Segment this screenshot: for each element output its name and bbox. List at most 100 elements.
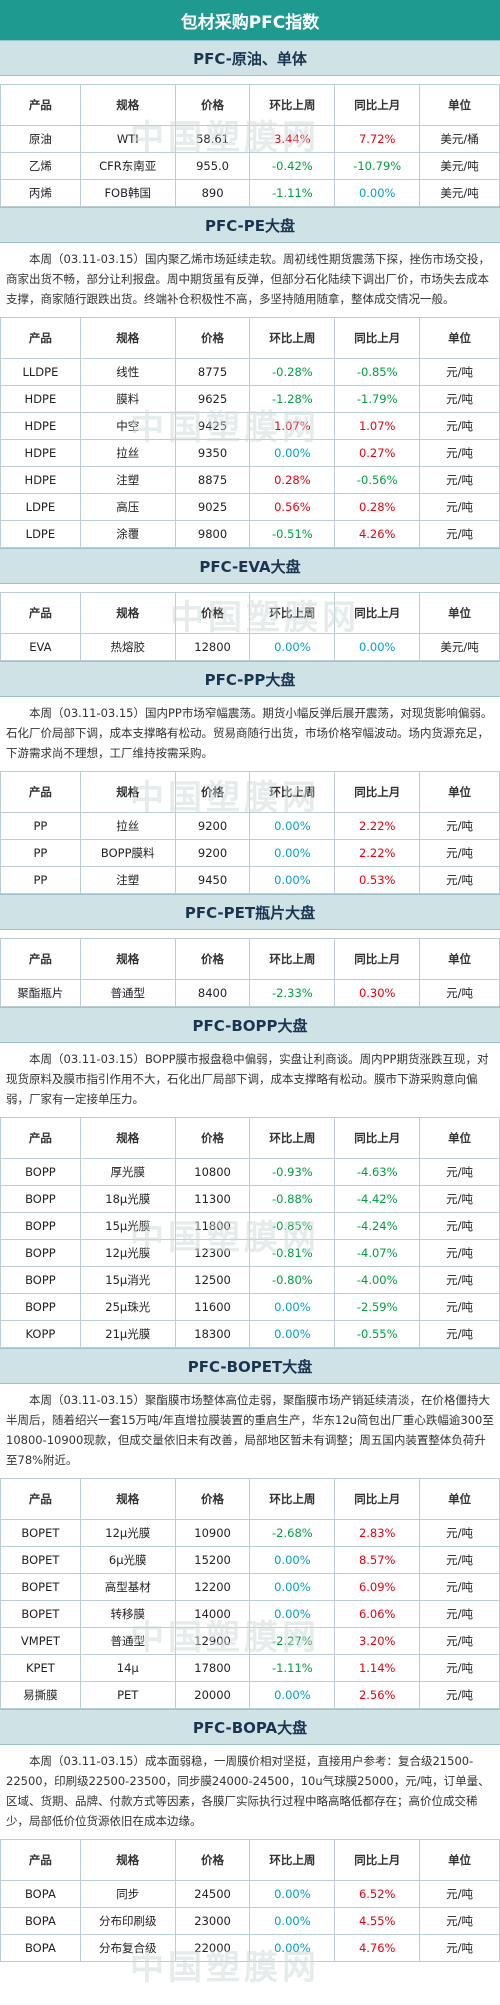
table-cell: -4.42% <box>334 1185 421 1213</box>
table-cell: 955.0 <box>174 152 251 180</box>
header-cell: 单位 <box>419 1117 500 1159</box>
table-cell: 9200 <box>174 839 251 867</box>
table-header: 产品 规格 价格 环比上周 同比上月 单位 <box>0 1839 500 1881</box>
table-cell: 890 <box>174 179 251 207</box>
table-cell: -2.33% <box>249 979 336 1007</box>
table-cell: 14μ <box>79 1654 176 1682</box>
table-cell: -1.28% <box>249 385 336 413</box>
header-cell: 价格 <box>174 771 251 813</box>
table-row: VMPET 普通型 12900 -2.27% 3.20% 元/吨 <box>0 1627 500 1655</box>
table-row: BOPET 高型基材 12200 0.00% 6.09% 元/吨 <box>0 1573 500 1601</box>
table-cell: 2.83% <box>334 1519 421 1547</box>
table-cell: 0.00% <box>249 439 336 467</box>
table-cell: 58.61 <box>174 125 251 153</box>
header-cell: 产品 <box>0 317 81 359</box>
table-cell: 元/吨 <box>419 839 500 867</box>
header-cell: 产品 <box>0 592 81 634</box>
table-cell: 0.00% <box>249 1880 336 1908</box>
table-cell: 3.44% <box>249 125 336 153</box>
table-cell: 0.30% <box>334 979 421 1007</box>
table-cell: PET <box>79 1681 176 1709</box>
table-cell: 6μ光膜 <box>79 1546 176 1574</box>
table-cell: 8.57% <box>334 1546 421 1574</box>
table-cell: 拉丝 <box>79 812 176 840</box>
table-cell: 2.56% <box>334 1681 421 1709</box>
header-cell: 规格 <box>79 771 176 813</box>
table-cell: 元/吨 <box>419 1546 500 1574</box>
table-cell: -0.51% <box>249 520 336 548</box>
table-header: 产品 规格 价格 环比上周 同比上月 单位 <box>0 771 500 813</box>
table-cell: 元/吨 <box>419 1934 500 1962</box>
table-cell: KPET <box>0 1654 81 1682</box>
table-cell: 0.56% <box>249 493 336 521</box>
table-cell: -0.56% <box>334 466 421 494</box>
table-cell: 元/吨 <box>419 520 500 548</box>
table-cell: BOPA <box>0 1934 81 1962</box>
table-cell: BOPP <box>0 1158 81 1186</box>
table-cell: 11800 <box>174 1212 251 1240</box>
table-cell: 0.00% <box>249 1907 336 1935</box>
header-cell: 同比上月 <box>334 84 421 126</box>
table-row: KOPP 21μ光膜 18300 0.00% -0.55% 元/吨 <box>0 1320 500 1348</box>
table-row: PP 注塑 9450 0.00% 0.53% 元/吨 <box>0 866 500 894</box>
header-cell: 环比上周 <box>249 1478 336 1520</box>
table-cell: 元/吨 <box>419 1519 500 1547</box>
table-cell: -4.00% <box>334 1266 421 1294</box>
table-cell: 25μ珠光 <box>79 1293 176 1321</box>
header-cell: 环比上周 <box>249 1839 336 1881</box>
table-cell: 拉丝 <box>79 439 176 467</box>
section-title: PFC-原油、单体 <box>0 40 500 76</box>
table-cell: -10.79% <box>334 152 421 180</box>
table-cell: 0.00% <box>249 1600 336 1628</box>
table-cell: 注塑 <box>79 466 176 494</box>
table-cell: 24500 <box>174 1880 251 1908</box>
header-cell: 同比上月 <box>334 771 421 813</box>
table-row: KPET 14μ 17800 -1.11% 1.14% 元/吨 <box>0 1654 500 1682</box>
table-header: 产品 规格 价格 环比上周 同比上月 单位 <box>0 1117 500 1159</box>
header-cell: 单位 <box>419 771 500 813</box>
header-cell: 规格 <box>79 592 176 634</box>
table-cell: 0.00% <box>249 633 336 661</box>
table-cell: 0.53% <box>334 866 421 894</box>
table-cell: 膜料 <box>79 385 176 413</box>
table-cell: 15200 <box>174 1546 251 1574</box>
table-row: LDPE 高压 9025 0.56% 0.28% 元/吨 <box>0 493 500 521</box>
header-cell: 单位 <box>419 317 500 359</box>
header-cell: 价格 <box>174 1478 251 1520</box>
table-cell: 0.00% <box>334 633 421 661</box>
header-cell: 单位 <box>419 1478 500 1520</box>
table-cell: 12200 <box>174 1573 251 1601</box>
table-cell: 8400 <box>174 979 251 1007</box>
price-table: 产品 规格 价格 环比上周 同比上月 单位 PP 拉丝 9200 0.00% 2.22% 元/吨 PP B… <box>0 771 500 894</box>
header-cell: 同比上月 <box>334 1478 421 1520</box>
table-cell: 1.07% <box>249 412 336 440</box>
table-row: BOPP 厚光膜 10800 -0.93% -4.63% 元/吨 <box>0 1158 500 1186</box>
table-header: 产品 规格 价格 环比上周 同比上月 单位 <box>0 84 500 126</box>
table-cell: 6.06% <box>334 1600 421 1628</box>
header-cell: 单位 <box>419 938 500 980</box>
table-row: BOPET 转移膜 14000 0.00% 6.06% 元/吨 <box>0 1600 500 1628</box>
table-cell: 元/吨 <box>419 1212 500 1240</box>
price-table: 产品 规格 价格 环比上周 同比上月 单位 聚酯瓶片 普通型 8400 -2.33% 0.30% 元/… <box>0 938 500 1007</box>
table-cell: 聚酯瓶片 <box>0 979 81 1007</box>
table-row: 丙烯 FOB韩国 890 -1.11% 0.00% 美元/吨 <box>0 179 500 207</box>
table-cell: 2.22% <box>334 812 421 840</box>
table-cell: -0.80% <box>249 1266 336 1294</box>
header-cell: 同比上月 <box>334 317 421 359</box>
table-cell: -4.24% <box>334 1212 421 1240</box>
table-cell: 20000 <box>174 1681 251 1709</box>
table-cell: -4.63% <box>334 1158 421 1186</box>
header-cell: 单位 <box>419 592 500 634</box>
table-cell: 0.28% <box>334 493 421 521</box>
table-cell: -0.81% <box>249 1239 336 1267</box>
table-cell: -2.27% <box>249 1627 336 1655</box>
table-cell: 8775 <box>174 358 251 386</box>
table-cell: 同步 <box>79 1880 176 1908</box>
table-cell: 9350 <box>174 439 251 467</box>
table-cell: 4.26% <box>334 520 421 548</box>
content: PFC-原油、单体 产品 规格 价格 环比上周 同比上月 单位 原油 WTI 58.61 3.44%… <box>0 40 500 1962</box>
table-cell: 原油 <box>0 125 81 153</box>
section-title: PFC-BOPA大盘 <box>0 1709 500 1745</box>
table-cell: LDPE <box>0 493 81 521</box>
